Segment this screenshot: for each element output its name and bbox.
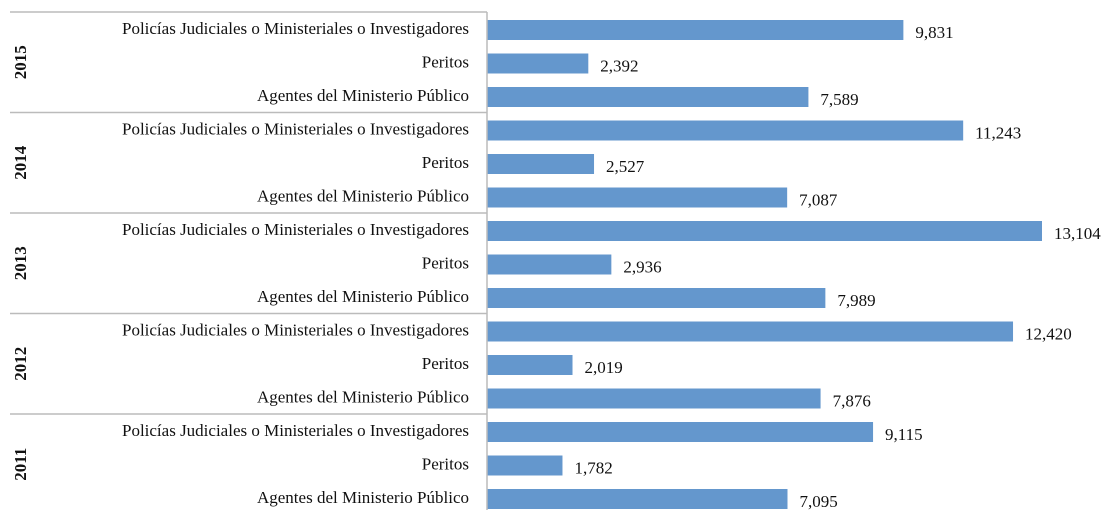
category-label: Agentes del Ministerio Público: [257, 387, 469, 406]
value-label: 9,831: [915, 23, 953, 42]
category-label: Policías Judiciales o Ministeriales o In…: [122, 320, 469, 339]
bar: [487, 53, 589, 74]
bar: [487, 355, 573, 375]
bar: [487, 120, 964, 141]
value-label: 2,936: [623, 257, 661, 276]
category-label: Agentes del Ministerio Público: [257, 186, 469, 205]
bar: [487, 489, 788, 509]
category-label: Agentes del Ministerio Público: [257, 86, 469, 105]
bar: [487, 254, 612, 275]
group-label: 2014: [11, 145, 30, 180]
category-label: Peritos: [422, 153, 469, 172]
group-label: 2012: [11, 347, 30, 381]
group-label: 2015: [11, 45, 30, 79]
value-label: 7,876: [833, 391, 871, 410]
category-label: Policías Judiciales o Ministeriales o In…: [122, 421, 469, 440]
value-label: 2,019: [585, 358, 623, 377]
category-label: Policías Judiciales o Ministeriales o In…: [122, 119, 469, 138]
value-label: 7,095: [799, 492, 837, 510]
group-label: 2011: [11, 448, 30, 481]
value-label: 7,989: [837, 291, 875, 310]
category-label: Policías Judiciales o Ministeriales o In…: [122, 19, 469, 38]
bar: [487, 221, 1042, 241]
category-label: Agentes del Ministerio Público: [257, 488, 469, 507]
group-label: 2013: [11, 246, 30, 280]
value-label: 11,243: [975, 123, 1021, 142]
category-label: Agentes del Ministerio Público: [257, 287, 469, 306]
value-label: 1,782: [574, 458, 612, 477]
category-label: Peritos: [422, 52, 469, 71]
bar: [487, 321, 1014, 342]
bar: [487, 87, 809, 107]
bar: [487, 288, 826, 308]
value-label: 2,392: [600, 56, 638, 75]
bar: [487, 388, 821, 409]
bar: [487, 154, 595, 174]
value-label: 7,589: [820, 90, 858, 109]
bar: [487, 187, 788, 208]
value-label: 2,527: [606, 157, 645, 176]
bar: [487, 20, 904, 40]
value-label: 12,420: [1025, 324, 1072, 343]
bar: [487, 422, 874, 442]
category-label: Policías Judiciales o Ministeriales o In…: [122, 220, 469, 239]
value-label: 7,087: [799, 190, 838, 209]
category-label: Peritos: [422, 454, 469, 473]
category-label: Peritos: [422, 354, 469, 373]
value-label: 9,115: [885, 425, 923, 444]
category-label: Peritos: [422, 253, 469, 272]
bar: [487, 455, 563, 476]
value-label: 13,104: [1054, 224, 1101, 243]
